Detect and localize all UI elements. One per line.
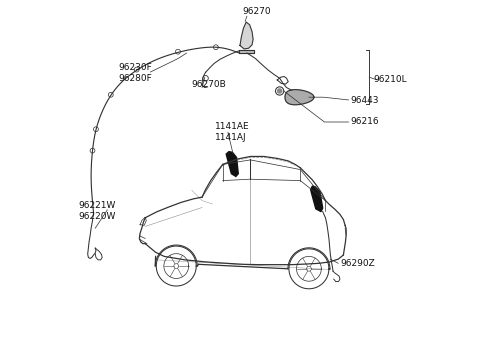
Text: 96230F
96280F: 96230F 96280F: [119, 63, 153, 83]
Polygon shape: [240, 22, 253, 49]
Text: 96270: 96270: [242, 7, 271, 16]
Text: 96216: 96216: [350, 118, 379, 127]
Polygon shape: [226, 152, 238, 176]
Circle shape: [277, 89, 282, 93]
Polygon shape: [240, 49, 254, 53]
Text: 96290Z: 96290Z: [341, 259, 375, 268]
Text: 96443: 96443: [350, 96, 379, 105]
Text: 1141AE
1141AJ: 1141AE 1141AJ: [215, 122, 250, 143]
Text: 96221W
96220W: 96221W 96220W: [79, 201, 116, 221]
Text: 96210L: 96210L: [373, 75, 407, 84]
Polygon shape: [311, 186, 323, 212]
Text: 96270B: 96270B: [191, 80, 226, 89]
Polygon shape: [285, 90, 314, 105]
